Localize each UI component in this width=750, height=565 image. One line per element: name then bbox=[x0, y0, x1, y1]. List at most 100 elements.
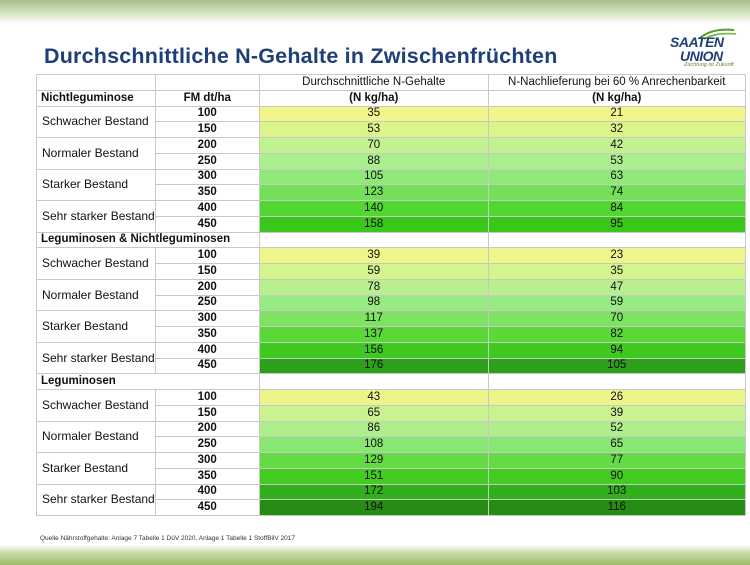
n-gehalt-value: 53 bbox=[258, 121, 489, 138]
bestand-label: Starker Bestand bbox=[36, 452, 156, 485]
table-row: Schwacher Bestand 100 43 26 bbox=[36, 389, 746, 422]
n-gehalt-value: 105 bbox=[258, 168, 489, 186]
fm-value: 400 bbox=[154, 200, 260, 217]
fm-value: 350 bbox=[154, 467, 260, 485]
fm-value: 200 bbox=[154, 137, 260, 154]
bestand-label: Starker Bestand bbox=[36, 168, 156, 201]
n-nachlieferung-value: 103 bbox=[487, 483, 746, 501]
table-row: Normaler Bestand 200 86 52 bbox=[36, 420, 746, 453]
n-nachlieferung-value: 77 bbox=[487, 452, 746, 469]
n-gehalt-value: 176 bbox=[258, 357, 489, 375]
top-gradient-bar bbox=[0, 0, 750, 24]
n-nachlieferung-value: 90 bbox=[487, 467, 746, 485]
n-gehalt-value: 35 bbox=[258, 105, 489, 123]
n-gehalt-value: 117 bbox=[258, 310, 489, 327]
fm-value: 450 bbox=[154, 215, 260, 233]
n-nachlieferung-value: 35 bbox=[487, 263, 746, 280]
fm-value: 250 bbox=[154, 294, 260, 312]
n-gehalt-value: 156 bbox=[258, 341, 489, 359]
table-row: 450 194 116 bbox=[37, 499, 746, 516]
fm-value: 100 bbox=[154, 247, 260, 264]
n-nachlieferung-value: 63 bbox=[487, 168, 746, 186]
table-row: Normaler Bestand 200 78 47 bbox=[36, 278, 746, 312]
group-name: Leguminosen & Nichtleguminosen bbox=[36, 231, 260, 249]
source-note: Quelle Nährstoffgehalte: Anlage 7 Tabell… bbox=[40, 535, 296, 542]
n-nachlieferung-value: 65 bbox=[487, 436, 746, 453]
n-gehalt-value: 65 bbox=[258, 404, 489, 422]
page-title: Durchschnittliche N-Gehalte in Zwischenf… bbox=[44, 44, 558, 68]
table-row: 150 65 39 bbox=[37, 404, 746, 422]
n-gehalt-value: 86 bbox=[258, 420, 489, 438]
table-body: Nichtleguminose FM dt/ha (N kg/ha) (N kg/ha… bbox=[36, 89, 746, 516]
n-gehalt-value: 98 bbox=[258, 294, 489, 312]
table-row: 150 59 35 bbox=[37, 263, 746, 280]
header-n-gehalte: Durchschnittliche N-Gehalte bbox=[258, 74, 489, 91]
header-blank-cell bbox=[36, 74, 156, 91]
table-row: Sehr starker Bestand 400 140 84 bbox=[36, 200, 746, 233]
header-blank-cell bbox=[154, 74, 260, 91]
bestand-label: Sehr starker Bestand bbox=[36, 483, 156, 516]
blank-cell bbox=[487, 231, 746, 249]
fm-value: 250 bbox=[154, 436, 260, 453]
bestand-label: Schwacher Bestand bbox=[36, 105, 156, 138]
bestand-label: Normaler Bestand bbox=[36, 278, 156, 312]
fm-value: 150 bbox=[154, 404, 260, 422]
n-nachlieferung-value: 26 bbox=[487, 389, 746, 406]
n-nachlieferung-value: 52 bbox=[487, 420, 746, 438]
table-row: Sehr starker Bestand 400 156 94 bbox=[36, 341, 746, 375]
fm-value: 150 bbox=[154, 263, 260, 280]
group-name: Nichtleguminose bbox=[36, 89, 156, 107]
n-nachlieferung-value: 95 bbox=[487, 215, 746, 233]
logo-word-union: UNION bbox=[680, 48, 723, 64]
table-row: 250 108 65 bbox=[37, 436, 746, 453]
group-header-row: Leguminosen & Nichtleguminosen bbox=[36, 231, 746, 249]
fm-value: 200 bbox=[154, 278, 260, 296]
header-n-nachlieferung: N-Nachlieferung bei 60 % Anrechenbarkeit bbox=[487, 74, 746, 91]
bestand-label: Normaler Bestand bbox=[36, 420, 156, 453]
saaten-union-logo: SAATEN UNION Züchtung ist Zukunft bbox=[662, 26, 740, 70]
table-row: Normaler Bestand 200 70 42 bbox=[36, 137, 746, 170]
n-nachlieferung-value: 94 bbox=[487, 341, 746, 359]
n-gehalt-value: 123 bbox=[258, 184, 489, 201]
n-gehalt-value: 151 bbox=[258, 467, 489, 485]
group-name: Leguminosen bbox=[36, 373, 260, 390]
fm-value: 350 bbox=[154, 326, 260, 343]
n-gehalt-value: 108 bbox=[258, 436, 489, 453]
fm-value: 150 bbox=[154, 121, 260, 138]
logo-tagline: Züchtung ist Zukunft bbox=[684, 62, 734, 68]
blank-cell bbox=[258, 373, 489, 390]
fm-value: 450 bbox=[154, 357, 260, 375]
bestand-label: Sehr starker Bestand bbox=[36, 200, 156, 233]
bestand-label: Normaler Bestand bbox=[36, 137, 156, 170]
bestand-label: Starker Bestand bbox=[36, 310, 156, 343]
n-nachlieferung-value: 21 bbox=[487, 105, 746, 123]
n-nachlieferung-value: 84 bbox=[487, 200, 746, 217]
n-nachlieferung-value: 116 bbox=[487, 499, 746, 516]
table-row: 450 158 95 bbox=[37, 215, 746, 233]
n-gehalt-value: 158 bbox=[258, 215, 489, 233]
n-gehalt-value: 137 bbox=[258, 326, 489, 343]
fm-value: 300 bbox=[154, 168, 260, 186]
n-nachlieferung-value: 74 bbox=[487, 184, 746, 201]
n-nachlieferung-value: 105 bbox=[487, 357, 746, 375]
n-nachlieferung-value: 39 bbox=[487, 404, 746, 422]
group-header-row: Leguminosen bbox=[36, 373, 746, 390]
header-n-unit: (N kg/ha) bbox=[258, 89, 489, 107]
n-gehalt-value: 140 bbox=[258, 200, 489, 217]
bestand-label: Schwacher Bestand bbox=[36, 389, 156, 422]
table-row: Schwacher Bestand 100 39 23 bbox=[36, 247, 746, 280]
fm-value: 400 bbox=[154, 483, 260, 501]
bottom-gradient-bar bbox=[0, 545, 750, 565]
n-nachlieferung-value: 59 bbox=[487, 294, 746, 312]
n-gehalt-value: 78 bbox=[258, 278, 489, 296]
header-row-1: Durchschnittliche N-Gehalte N-Nachliefer… bbox=[36, 74, 746, 91]
table-row: 350 137 82 bbox=[37, 326, 746, 343]
header-nl-unit: (N kg/ha) bbox=[487, 89, 746, 107]
leaf-swoosh-icon bbox=[699, 28, 737, 40]
n-gehalt-value: 129 bbox=[258, 452, 489, 469]
table-row: Schwacher Bestand 100 35 21 bbox=[36, 105, 746, 138]
n-gehalt-value: 194 bbox=[258, 499, 489, 516]
bestand-label: Sehr starker Bestand bbox=[36, 341, 156, 375]
n-nachlieferung-value: 53 bbox=[487, 152, 746, 170]
n-gehalt-value: 43 bbox=[258, 389, 489, 406]
